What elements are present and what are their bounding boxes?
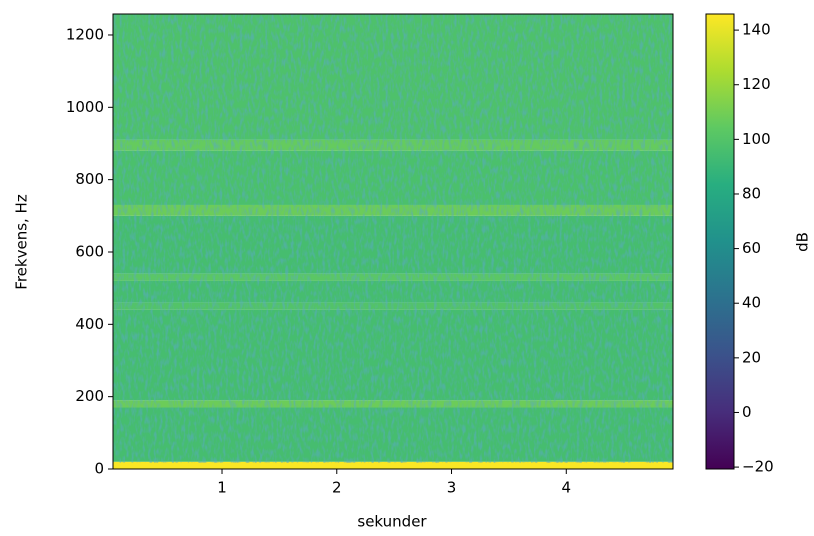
colorbar-tick-label: −20	[742, 458, 774, 476]
plot-frame	[112, 13, 674, 470]
y-tick-label: 200	[75, 387, 104, 405]
y-tick-label: 1200	[66, 25, 104, 43]
colorbar-tick-label: 0	[742, 403, 752, 421]
colorbar-tick-label: 20	[742, 348, 761, 366]
colorbar-tick-label: 80	[742, 184, 761, 202]
y-tick-label: 800	[75, 170, 104, 188]
y-tick-label: 600	[75, 242, 104, 260]
colorbar-label: dB	[794, 232, 812, 252]
x-tick-label: 4	[562, 479, 572, 497]
colorbar	[705, 13, 735, 470]
colorbar-tick-label: 120	[742, 75, 771, 93]
noise-texture	[113, 14, 673, 463]
y-tick-label: 1000	[66, 98, 104, 116]
colorbar-tick-label: 60	[742, 239, 761, 257]
y-tick-label: 400	[75, 315, 104, 333]
y-tick-label: 0	[94, 460, 104, 478]
colorbar-tick-label: 140	[742, 21, 771, 39]
y-axis-label: Frekvens, Hz	[13, 194, 31, 290]
colorbar-tick-label: 100	[742, 130, 771, 148]
x-tick-label: 2	[332, 479, 342, 497]
x-axis-label: sekunder	[357, 513, 427, 531]
frequency-band	[113, 461, 673, 469]
x-tick-label: 3	[447, 479, 457, 497]
x-tick-label: 1	[217, 479, 227, 497]
colorbar-tick-label: 40	[742, 294, 761, 312]
